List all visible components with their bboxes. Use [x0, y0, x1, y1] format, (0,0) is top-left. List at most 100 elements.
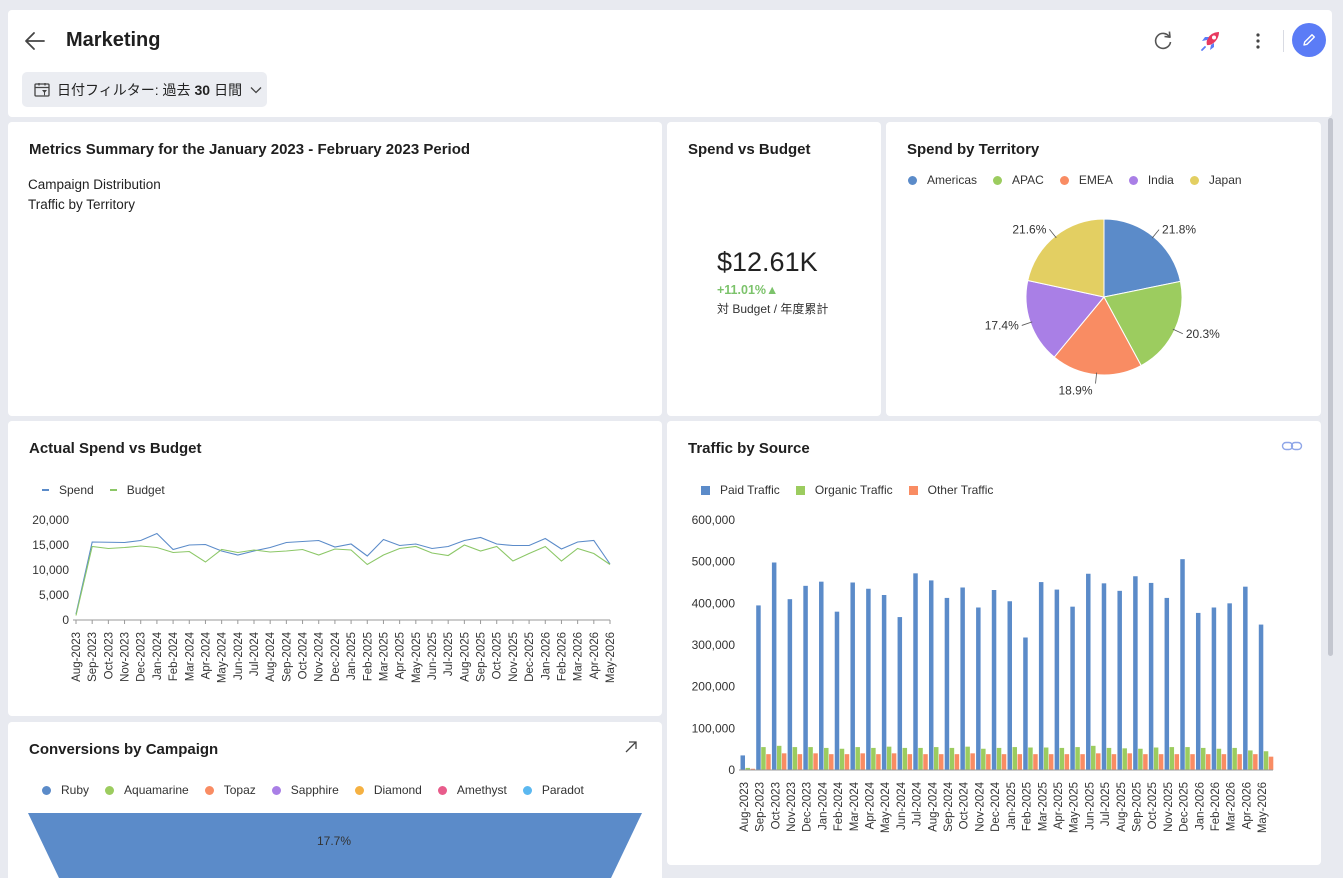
- legend-item[interactable]: Americas: [908, 173, 977, 187]
- x-tick-label: Nov-2023: [120, 632, 132, 682]
- y-tick-label: 200,000: [692, 680, 736, 694]
- bar-paid-traffic: [1086, 573, 1091, 770]
- bar-paid-traffic: [1258, 624, 1264, 770]
- legend-item[interactable]: Amethyst: [437, 783, 507, 797]
- x-tick-label: Sep-2023: [755, 782, 767, 832]
- summary-line: Traffic by Territory: [28, 197, 136, 212]
- bar-organic-traffic: [996, 747, 1002, 770]
- spend-vs-budget-card[interactable]: Spend vs Budget $12.61K +11.01%▲ 対 Budge…: [667, 122, 881, 416]
- bar-organic-traffic: [1232, 747, 1237, 770]
- x-tick-label: Jan-2026: [540, 632, 552, 680]
- x-tick-label: Oct-2024: [298, 631, 310, 679]
- x-tick-label: Jul-2025: [443, 632, 455, 676]
- bar-organic-traffic: [1200, 747, 1206, 770]
- legend-item[interactable]: Other Traffic: [908, 483, 993, 497]
- x-tick-label: Sep-2025: [476, 632, 488, 682]
- scrollbar[interactable]: [1328, 118, 1333, 656]
- bar-chart: 0 100,000 200,000 300,000 400,000 500,000 600,…: [692, 513, 1274, 833]
- actual-spend-card[interactable]: Actual Spend vs Budget Spend Budget 0 5,0…: [8, 421, 662, 716]
- more-options-icon[interactable]: [1243, 26, 1273, 56]
- x-tick-label: Mar-2026: [1226, 782, 1238, 831]
- legend-item[interactable]: Topaz: [204, 783, 256, 797]
- kpi-value: $12.61K: [717, 247, 818, 277]
- slice-label: 21.6%: [1012, 222, 1046, 236]
- traffic-by-source-card[interactable]: Traffic by Source Paid Traffic Organic T…: [667, 421, 1321, 865]
- legend-item[interactable]: Paradot: [522, 783, 584, 797]
- x-tick-label: Apr-2024: [865, 781, 877, 829]
- legend-item[interactable]: India: [1128, 173, 1174, 187]
- bar-other-traffic: [891, 753, 897, 770]
- bar-other-traffic: [1221, 754, 1227, 770]
- legend-item[interactable]: EMEA: [1059, 173, 1113, 187]
- bar-paid-traffic: [787, 599, 793, 770]
- bar-organic-traffic: [855, 747, 860, 770]
- y-tick-label: 5,000: [39, 588, 69, 602]
- x-tick-label: Jul-2025: [1100, 782, 1112, 826]
- bar-organic-traffic: [824, 747, 829, 770]
- kpi-change: +11.01%▲: [717, 283, 779, 297]
- x-tick-label: May-2026: [605, 632, 617, 683]
- bar-paid-traffic: [1054, 589, 1060, 770]
- x-tick-label: Jan-2024: [152, 631, 164, 680]
- bar-other-traffic: [1127, 753, 1132, 770]
- edit-button[interactable]: [1292, 23, 1326, 57]
- x-tick-label: May-2025: [1069, 782, 1081, 833]
- date-filter-value: 30: [194, 81, 211, 98]
- card-title: Metrics Summary for the January 2023 - F…: [29, 141, 471, 158]
- legend-item[interactable]: Japan: [1189, 173, 1242, 187]
- bar-other-traffic: [1174, 754, 1180, 770]
- legend-item[interactable]: Budget: [109, 483, 165, 497]
- expand-arrow-icon[interactable]: [624, 740, 638, 759]
- back-arrow-icon[interactable]: [22, 28, 48, 54]
- slice-leader-line: [1095, 372, 1098, 384]
- x-tick-label: May-2026: [1257, 782, 1269, 833]
- chart-legend: Spend Budget: [42, 483, 181, 497]
- slice-leader-line: [1172, 328, 1184, 335]
- bar-organic-traffic: [839, 748, 845, 770]
- x-tick-label: Mar-2026: [573, 632, 585, 681]
- x-tick-label: Jun-2025: [1084, 782, 1096, 830]
- legend-item[interactable]: Aquamarine: [105, 783, 189, 797]
- bar-other-traffic: [923, 754, 928, 770]
- bar-paid-traffic: [897, 617, 903, 770]
- conversions-by-campaign-card[interactable]: Conversions by Campaign Ruby Aquamarine …: [8, 722, 662, 878]
- spend-by-territory-card[interactable]: Spend by Territory Americas APAC EMEA In…: [886, 122, 1321, 416]
- bar-other-traffic: [1064, 754, 1070, 770]
- bar-other-traffic: [1205, 754, 1211, 770]
- bar-other-traffic: [876, 754, 881, 770]
- bar-organic-traffic: [1263, 751, 1269, 770]
- legend-item[interactable]: Diamond: [354, 783, 422, 797]
- bar-organic-traffic: [1106, 747, 1112, 770]
- x-tick-label: Mar-2025: [1037, 782, 1049, 831]
- line-chart: 0 5,000 10,000 15,000 20,000 Aug-2023 Sep-2023…: [32, 513, 617, 683]
- refresh-icon[interactable]: [1148, 26, 1178, 56]
- legend-item[interactable]: APAC: [993, 173, 1044, 187]
- y-tick-label: 0: [728, 763, 735, 777]
- legend-item[interactable]: Organic Traffic: [795, 483, 893, 497]
- x-tick-label: Dec-2023: [136, 632, 148, 682]
- metrics-summary-card[interactable]: Metrics Summary for the January 2023 - F…: [8, 122, 662, 416]
- bar-organic-traffic: [965, 746, 970, 770]
- bar-organic-traffic: [1091, 745, 1096, 770]
- bar-other-traffic: [844, 754, 850, 770]
- bar-paid-traffic: [1038, 582, 1044, 770]
- link-icon[interactable]: [1281, 439, 1303, 458]
- legend-item[interactable]: Spend: [42, 483, 94, 497]
- y-tick-label: 100,000: [692, 721, 736, 735]
- x-tick-label: Nov-2024: [974, 781, 986, 831]
- page-title: Marketing: [66, 29, 161, 51]
- slice-label: 20.3%: [1186, 327, 1220, 341]
- date-filter-button[interactable]: 日付フィルター: 過去 30 日間: [22, 72, 267, 107]
- bar-paid-traffic: [1148, 582, 1154, 770]
- legend-item[interactable]: Sapphire: [271, 783, 339, 797]
- x-tick-label: Apr-2025: [1053, 782, 1065, 829]
- x-tick-label: Feb-2025: [362, 632, 374, 681]
- bar-paid-traffic: [991, 590, 997, 770]
- rocket-icon[interactable]: [1196, 26, 1226, 56]
- bar-other-traffic: [829, 754, 834, 770]
- bar-paid-traffic: [1180, 559, 1185, 770]
- legend-item[interactable]: Ruby: [42, 783, 89, 797]
- legend-item[interactable]: Paid Traffic: [701, 483, 780, 497]
- bar-organic-traffic: [1248, 750, 1253, 770]
- bar-paid-traffic: [1211, 607, 1217, 770]
